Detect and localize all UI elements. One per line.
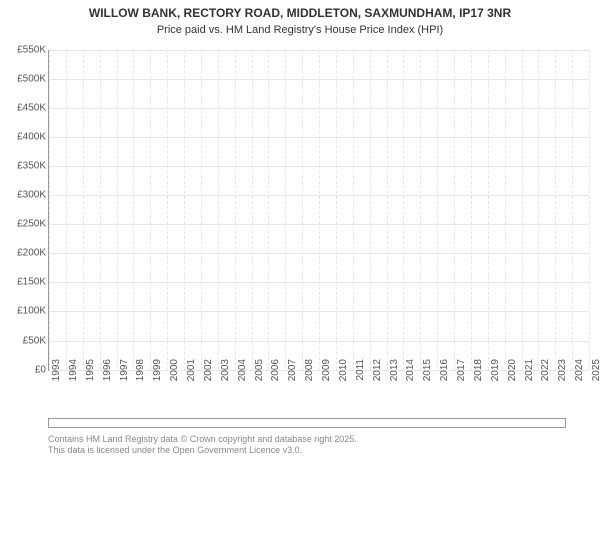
y-tick-label: £500K — [6, 73, 46, 84]
gridline-v — [437, 50, 438, 370]
y-tick-label: £150K — [6, 277, 46, 288]
x-tick-label: 1995 — [85, 359, 96, 389]
x-tick-label: 1998 — [135, 359, 146, 389]
x-tick-label: 2007 — [287, 359, 298, 389]
x-tick-label: 2003 — [220, 359, 231, 389]
gridline-v — [336, 50, 337, 370]
gridline-v — [353, 50, 354, 370]
gridline-v — [488, 50, 489, 370]
x-tick-label: 2000 — [169, 359, 180, 389]
x-tick-label: 2012 — [372, 359, 383, 389]
x-tick-label: 2004 — [237, 359, 248, 389]
gridline-v — [302, 50, 303, 370]
gridline-v — [505, 50, 506, 370]
gridline-v — [403, 50, 404, 370]
x-tick-label: 2013 — [389, 359, 400, 389]
gridline-v — [555, 50, 556, 370]
gridline-v — [268, 50, 269, 370]
gridline-v — [454, 50, 455, 370]
x-tick-label: 2021 — [524, 359, 535, 389]
gridline-v — [471, 50, 472, 370]
gridline-v — [589, 50, 590, 370]
chart-title: WILLOW BANK, RECTORY ROAD, MIDDLETON, SA… — [0, 0, 600, 24]
x-tick-label: 2016 — [439, 359, 450, 389]
x-tick-label: 2009 — [321, 359, 332, 389]
y-tick-label: £300K — [6, 190, 46, 201]
gridline-v — [252, 50, 253, 370]
x-tick-label: 2006 — [270, 359, 281, 389]
x-tick-label: 2005 — [254, 359, 265, 389]
x-tick-label: 2017 — [456, 359, 467, 389]
x-tick-label: 1993 — [51, 359, 62, 389]
gridline-v — [100, 50, 101, 370]
gridline-v — [133, 50, 134, 370]
y-tick-label: £250K — [6, 219, 46, 230]
gridline-v — [66, 50, 67, 370]
gridline-v — [83, 50, 84, 370]
x-tick-label: 2002 — [203, 359, 214, 389]
gridline-v — [538, 50, 539, 370]
x-tick-label: 1999 — [152, 359, 163, 389]
legend — [48, 418, 566, 428]
x-tick-label: 2015 — [422, 359, 433, 389]
y-tick-label: £350K — [6, 160, 46, 171]
gridline-v — [49, 50, 50, 370]
y-tick-label: £550K — [6, 44, 46, 55]
y-tick-label: £0 — [6, 364, 46, 375]
gridline-v — [387, 50, 388, 370]
gridline-v — [285, 50, 286, 370]
x-tick-label: 1994 — [68, 359, 79, 389]
x-tick-label: 2010 — [338, 359, 349, 389]
x-tick-label: 2019 — [490, 359, 501, 389]
x-tick-label: 2025 — [591, 359, 600, 389]
x-tick-label: 2020 — [507, 359, 518, 389]
gridline-v — [117, 50, 118, 370]
footnote-line: This data is licensed under the Open Gov… — [48, 445, 590, 457]
footnote: Contains HM Land Registry data © Crown c… — [48, 434, 590, 457]
chart-area: £0 £50K £100K £150K £200K £250K £300K £350K £400… — [0, 42, 600, 412]
chart-container: WILLOW BANK, RECTORY ROAD, MIDDLETON, SA… — [0, 0, 600, 457]
y-tick-label: £50K — [6, 335, 46, 346]
gridline-v — [319, 50, 320, 370]
x-tick-label: 2018 — [473, 359, 484, 389]
gridline-v — [150, 50, 151, 370]
y-tick-label: £400K — [6, 131, 46, 142]
y-tick-label: £450K — [6, 102, 46, 113]
gridline-v — [522, 50, 523, 370]
x-tick-label: 1996 — [102, 359, 113, 389]
chart-subtitle: Price paid vs. HM Land Registry's House … — [0, 24, 600, 42]
x-tick-label: 2024 — [574, 359, 585, 389]
plot-area — [48, 50, 589, 371]
y-tick-label: £100K — [6, 306, 46, 317]
gridline-v — [420, 50, 421, 370]
footnote-line: Contains HM Land Registry data © Crown c… — [48, 434, 590, 446]
gridline-v — [572, 50, 573, 370]
x-tick-label: 2011 — [355, 359, 366, 389]
x-tick-label: 2022 — [540, 359, 551, 389]
x-tick-label: 2014 — [405, 359, 416, 389]
x-tick-label: 1997 — [119, 359, 130, 389]
y-tick-label: £200K — [6, 248, 46, 259]
gridline-v — [167, 50, 168, 370]
gridline-v — [201, 50, 202, 370]
x-tick-label: 2008 — [304, 359, 315, 389]
gridline-v — [184, 50, 185, 370]
gridline-v — [370, 50, 371, 370]
gridline-v — [235, 50, 236, 370]
gridline-v — [218, 50, 219, 370]
x-tick-label: 2001 — [186, 359, 197, 389]
x-tick-label: 2023 — [557, 359, 568, 389]
